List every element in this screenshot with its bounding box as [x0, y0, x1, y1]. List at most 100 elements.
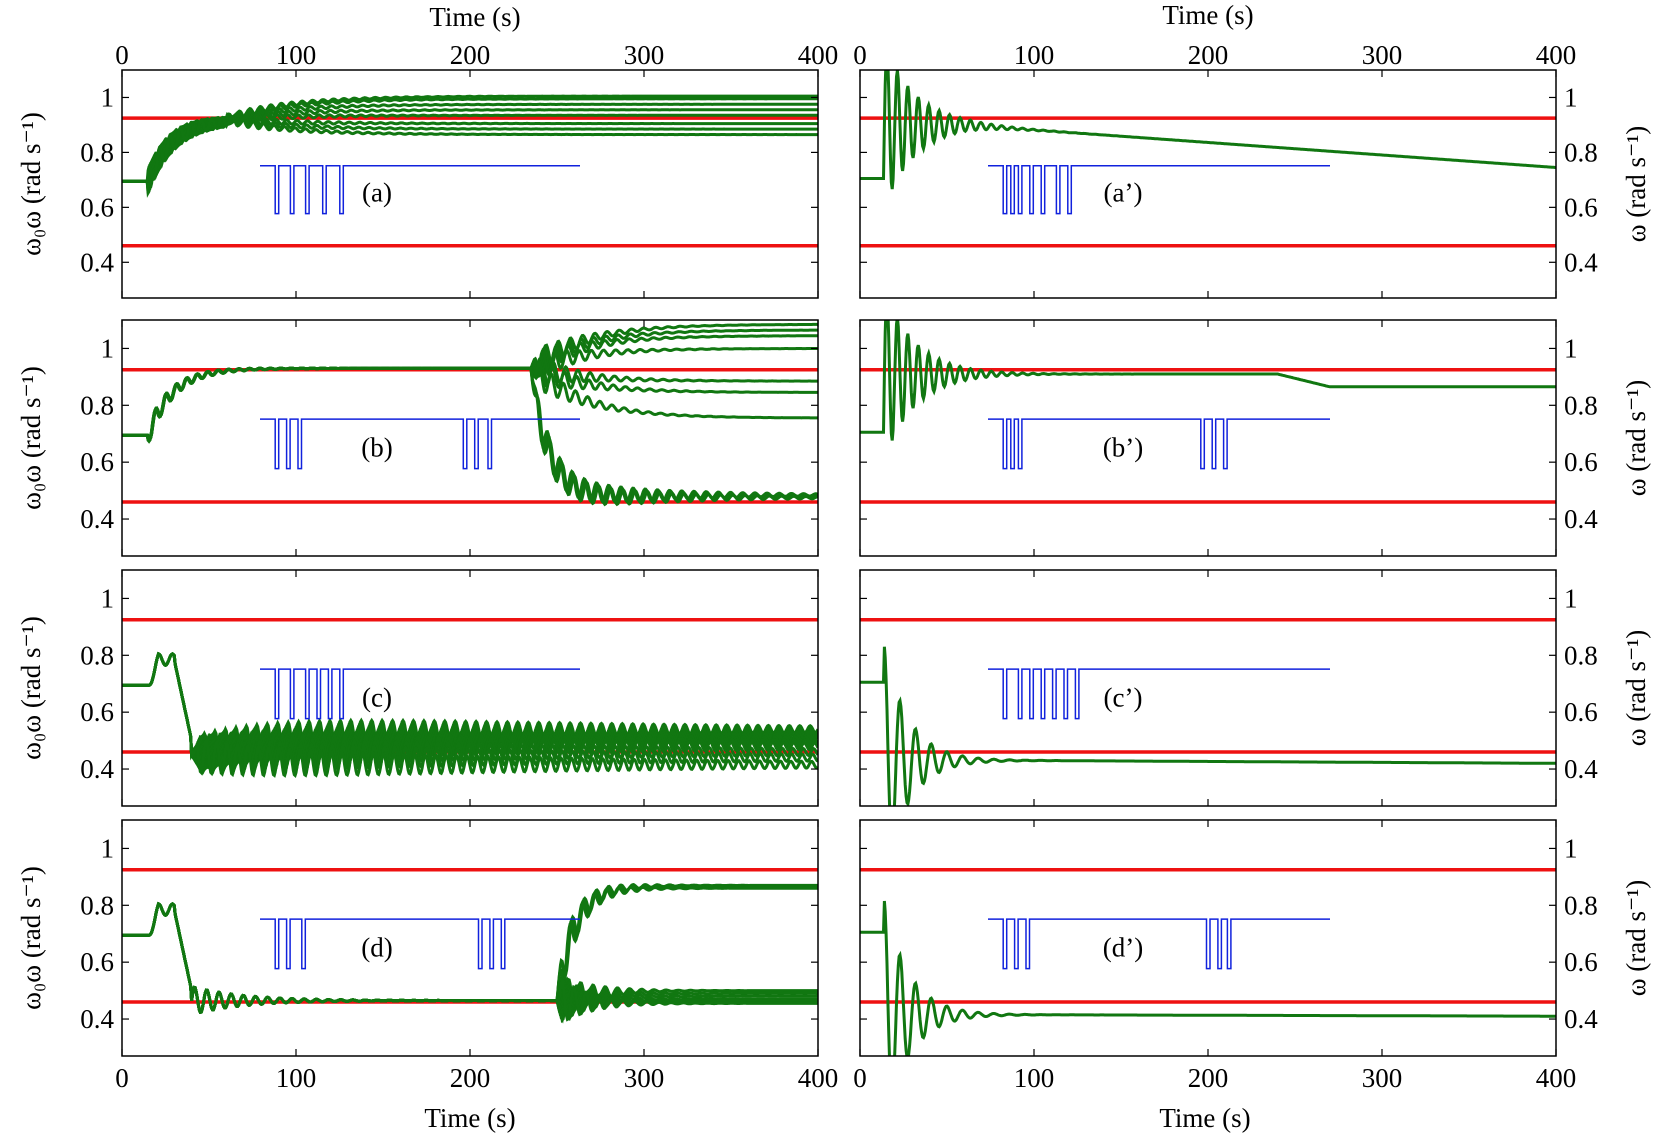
x-tick-label-top-3: 300 [624, 40, 665, 70]
panel-c2: (c’) 0.4 0.6 0.8 1 ω (rad s⁻¹) [859, 569, 1651, 807]
y-tick-label-0: 0.4 [80, 1004, 114, 1034]
series-group [860, 646, 1556, 806]
x-tick-label-0: 0 [853, 1063, 867, 1093]
x-tick-label-top-2: 200 [1188, 40, 1229, 70]
series-line-9 [122, 366, 818, 503]
series-line-8 [122, 651, 818, 776]
y-tick-label-2: 0.8 [1564, 137, 1598, 167]
y-tick-label-2: 0.8 [1564, 890, 1598, 920]
x-tick-label-top-3: 300 [1362, 40, 1403, 70]
y-tick-label-2: 0.8 [80, 390, 114, 420]
y-tick-label-3: 1 [1564, 833, 1578, 863]
pulse-train [260, 418, 580, 470]
y-tick-label-2: 0.8 [80, 640, 114, 670]
series-line-0 [860, 646, 1556, 806]
y-tick-label-3: 1 [1564, 333, 1578, 363]
y-tick-label-1: 0.6 [1564, 697, 1598, 727]
series-line-1 [122, 328, 818, 442]
y-tick-label-2: 0.8 [80, 890, 114, 920]
x-tick-label-top-2: 200 [450, 40, 491, 70]
y-tick-label-0: 0.4 [1564, 504, 1598, 534]
panel-a: (a) 0 100 200 300 400 0.4 0.6 0.8 1 ω₀ω (rad s⁻¹) [16, 40, 839, 299]
x-tick-label-top-4: 400 [1536, 40, 1577, 70]
y-tick-label-2: 0.8 [1564, 640, 1598, 670]
x-tick-label-top-0: 0 [853, 40, 867, 70]
y-tick-label-1: 0.6 [80, 192, 114, 222]
x-tick-label-3: 300 [1362, 1063, 1403, 1093]
y-tick-label-0: 0.4 [80, 754, 114, 784]
panel-label-d: (d) [361, 932, 392, 962]
series-line-2 [122, 334, 818, 442]
series-group [122, 651, 818, 779]
series-line-6 [122, 360, 818, 443]
y-axis-label: ω₀ω (rad s⁻¹) [16, 866, 46, 1010]
panel-label-d2: (d’) [1103, 932, 1143, 962]
y-axis-label: ω₀ω (rad s⁻¹) [16, 112, 46, 256]
pulse-train [988, 668, 1330, 720]
series-line-0 [860, 320, 1556, 441]
series-line-7 [122, 115, 818, 183]
series-group [860, 70, 1556, 190]
bottom-right-x-label: Time (s) [1159, 1103, 1250, 1133]
y-axis-label: ω (rad s⁻¹) [1621, 630, 1651, 747]
series-line-7 [122, 366, 818, 507]
x-tick-label-top-4: 400 [798, 40, 839, 70]
series-group [122, 883, 818, 1024]
x-tick-label-top-1: 100 [276, 40, 317, 70]
axes-frame [859, 319, 1557, 557]
y-axis-label: ω₀ω (rad s⁻¹) [16, 366, 46, 510]
series-line-8 [122, 366, 818, 505]
y-tick-label-1: 0.6 [80, 697, 114, 727]
pulse-train [260, 165, 580, 215]
x-tick-label-4: 400 [1536, 1063, 1577, 1093]
axes-frame [121, 319, 819, 557]
series-line-0 [860, 70, 1556, 190]
panel-label-c2: (c’) [1104, 682, 1143, 712]
y-tick-label-3: 1 [101, 333, 115, 363]
y-tick-label-0: 0.4 [1564, 754, 1598, 784]
x-tick-label-top-1: 100 [1014, 40, 1055, 70]
y-axis-label: ω (rad s⁻¹) [1621, 380, 1651, 497]
x-tick-label-3: 300 [624, 1063, 665, 1093]
y-tick-label-3: 1 [101, 583, 115, 613]
x-tick-label-2: 200 [1188, 1063, 1229, 1093]
panel-label-b2: (b’) [1103, 432, 1143, 462]
x-tick-label-1: 100 [1014, 1063, 1055, 1093]
panel-d: (d) 0 100 200 300 400 0.4 0.6 0.8 1 ω₀ω (rad s⁻¹) [16, 819, 839, 1093]
panel-label-c: (c) [362, 682, 392, 712]
x-tick-label-0: 0 [115, 1063, 129, 1093]
bottom-left-x-label: Time (s) [424, 1103, 515, 1133]
series-line-3 [122, 347, 818, 442]
axes-frame [121, 819, 819, 1057]
x-tick-label-top-0: 0 [115, 40, 129, 70]
y-tick-label-3: 1 [101, 833, 115, 863]
y-tick-label-1: 0.6 [1564, 192, 1598, 222]
y-axis-label: ω (rad s⁻¹) [1621, 880, 1651, 997]
x-tick-label-4: 400 [798, 1063, 839, 1093]
pulse-train [988, 418, 1330, 470]
y-tick-label-3: 1 [1564, 583, 1578, 613]
panel-a2: (a’) 0 100 200 300 400 0.4 0.6 0.8 1 ω (rad s⁻¹) [853, 40, 1651, 299]
series-group [860, 320, 1556, 441]
y-tick-label-0: 0.4 [1564, 1004, 1598, 1034]
y-tick-label-0: 0.4 [80, 247, 114, 277]
x-tick-label-1: 100 [276, 1063, 317, 1093]
top-left-x-label: Time (s) [429, 2, 520, 32]
panel-b: (b) 0.4 0.6 0.8 1 ω₀ω (rad s⁻¹) [16, 319, 819, 557]
pulse-train [988, 165, 1330, 215]
y-tick-label-3: 1 [101, 82, 115, 112]
panel-label-a2: (a’) [1104, 178, 1143, 208]
pulse-train [260, 668, 580, 720]
series-line-1 [122, 97, 818, 194]
y-axis-label: ω (rad s⁻¹) [1621, 126, 1651, 243]
y-tick-label-0: 0.4 [1564, 247, 1598, 277]
y-tick-label-0: 0.4 [80, 504, 114, 534]
pulse-train [260, 918, 580, 970]
y-tick-label-2: 0.8 [1564, 390, 1598, 420]
axes-frame [859, 69, 1557, 299]
series-group [122, 322, 818, 507]
axes-frame [859, 819, 1557, 1057]
top-right-x-label: Time (s) [1162, 0, 1253, 30]
panel-d2: (d’) 0 100 200 300 400 0.4 0.6 0.8 1 ω (rad s⁻¹) [853, 819, 1651, 1093]
